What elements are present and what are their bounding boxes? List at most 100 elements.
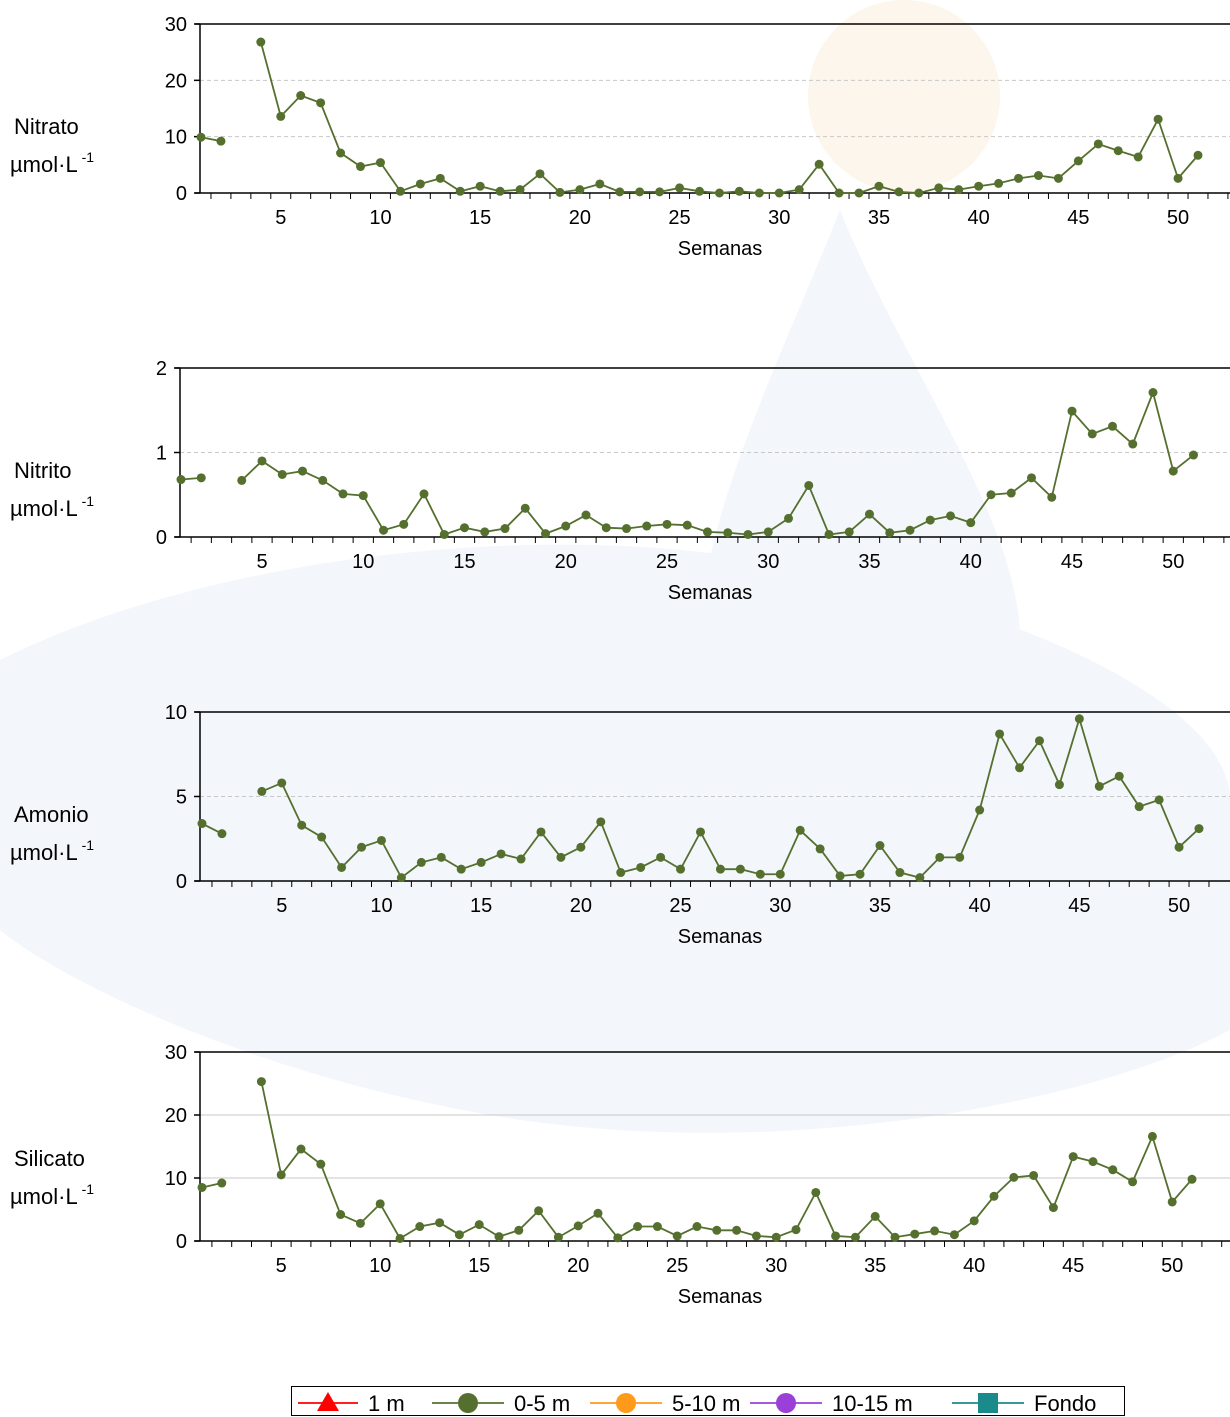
legend-marker [776, 1393, 796, 1413]
x-tick-label: 25 [668, 207, 690, 229]
x-tick-label: 45 [1067, 207, 1089, 229]
data-point [296, 91, 306, 101]
data-point [1053, 173, 1063, 183]
data-point [197, 819, 207, 829]
data-point [1006, 488, 1016, 498]
data-point [1034, 736, 1044, 746]
data-point [176, 475, 186, 485]
data-point [217, 829, 227, 839]
data-point [595, 179, 605, 189]
data-point [596, 817, 606, 827]
data-point [237, 475, 247, 485]
data-point [480, 527, 490, 537]
data-point [616, 868, 626, 878]
y-tick-label: 10 [165, 702, 187, 724]
y-axis-unit: µmol·L -1 [10, 837, 94, 865]
data-point [754, 188, 764, 198]
x-tick-label: 15 [470, 895, 492, 917]
data-point [615, 187, 625, 197]
x-tick-label: 30 [765, 1255, 787, 1277]
data-point [456, 864, 466, 874]
y-axis-title: Nitrito [14, 458, 71, 483]
x-tick-label: 25 [666, 1255, 688, 1277]
data-point [1128, 439, 1138, 449]
data-point [751, 1231, 761, 1241]
data-point [1128, 1177, 1138, 1187]
data-point [1108, 421, 1117, 431]
data-point [475, 181, 485, 191]
data-point [1068, 1152, 1078, 1162]
data-point [196, 132, 206, 142]
x-tick-label: 40 [963, 1255, 985, 1277]
data-point [1134, 802, 1144, 812]
y-axis-title: Nitrato [14, 114, 79, 139]
y-axis-unit: µmol·L -1 [10, 149, 94, 177]
series-line [241, 389, 1195, 536]
data-point [696, 827, 705, 837]
data-point [925, 515, 935, 525]
data-point [355, 1218, 365, 1228]
data-point [396, 873, 406, 883]
x-tick-label: 20 [569, 207, 591, 229]
data-point [676, 864, 686, 874]
watermark-drop [700, 210, 1020, 820]
legend-item: 0-5 m [432, 1391, 570, 1416]
x-tick-label: 50 [1168, 895, 1190, 917]
data-point [1148, 388, 1158, 398]
y-tick-label: 2 [156, 358, 167, 380]
series-line [259, 41, 1199, 194]
data-point [460, 523, 469, 533]
data-point [256, 37, 266, 47]
data-point [824, 529, 834, 539]
data-point [576, 842, 586, 852]
legend-marker [458, 1393, 478, 1413]
x-axis-title: Semanas [668, 582, 753, 604]
data-point [1033, 171, 1043, 181]
data-point [356, 162, 366, 172]
data-point [1047, 492, 1057, 502]
data-point [419, 489, 429, 499]
data-point [336, 1210, 346, 1220]
series-line [261, 715, 1200, 879]
data-point [1029, 1170, 1039, 1180]
data-point [556, 852, 566, 862]
data-point [763, 527, 773, 537]
data-point [1133, 152, 1143, 162]
data-point [474, 1220, 484, 1230]
chart-nitrato: 0 10 20 30 5 10 15 20 25 30 35 40 45 50 Semanas Nitrato… [10, 14, 1230, 260]
legend-item: 1 m [298, 1391, 405, 1416]
legend-marker [317, 1392, 339, 1411]
data-point [1193, 150, 1203, 160]
data-point [655, 187, 665, 197]
y-tick-label: 20 [165, 70, 187, 92]
x-tick-label: 15 [469, 207, 491, 229]
data-point [804, 480, 814, 490]
data-point [379, 525, 388, 535]
data-point [755, 869, 765, 879]
data-point [835, 871, 845, 881]
data-point [257, 786, 267, 796]
y-tick-label: 10 [165, 1168, 187, 1190]
x-tick-label: 10 [369, 207, 391, 229]
data-point [949, 1230, 959, 1240]
data-point [395, 186, 405, 196]
data-point [1088, 1157, 1098, 1167]
data-point [1087, 429, 1097, 439]
data-point [995, 729, 1005, 739]
y-tick-label: 0 [176, 871, 187, 893]
data-point [435, 1218, 445, 1228]
x-axis-title: Semanas [678, 238, 763, 260]
x-tick-label: 40 [960, 551, 982, 573]
data-point [395, 1233, 405, 1243]
data-point [875, 841, 885, 851]
x-tick-label: 20 [567, 1255, 589, 1277]
data-point [277, 469, 287, 479]
data-point [715, 864, 725, 874]
data-point [1153, 114, 1163, 124]
data-point [1027, 473, 1036, 483]
data-point [1015, 763, 1025, 773]
data-point [439, 529, 449, 539]
data-point [1189, 450, 1198, 460]
data-point [910, 1229, 920, 1239]
data-point [515, 185, 525, 195]
